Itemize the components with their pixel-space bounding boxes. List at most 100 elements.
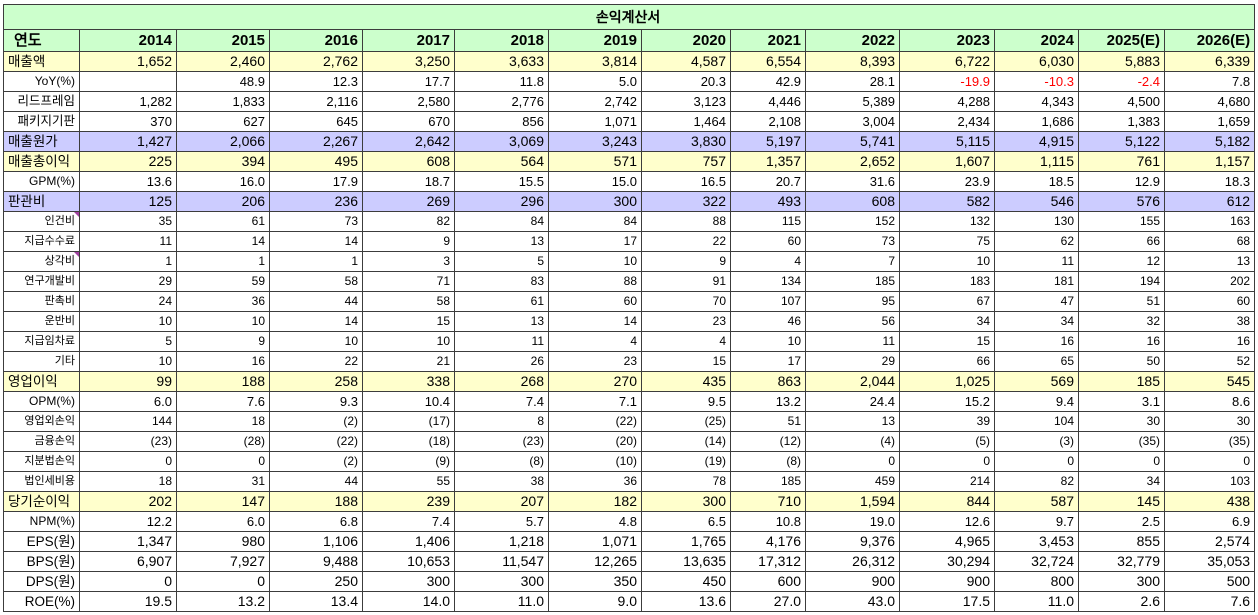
row-label: GPM(%) <box>29 174 75 188</box>
value-cell: 564 <box>454 151 549 172</box>
value-cell: 2,116 <box>269 91 363 112</box>
yoy-row: YoY(%) 48.9 12.3 17.7 11.8 5.0 20.3 42.9 28.1 -19… <box>3 71 1256 92</box>
title-row: 손익계산서 <box>2 4 1256 30</box>
value-cell: 4 <box>641 331 731 352</box>
value-cell: 7.6 <box>1163 591 1256 612</box>
value-cell: 47 <box>994 291 1079 312</box>
value-cell: 31.6 <box>805 171 900 192</box>
value-cell: 710 <box>730 491 806 512</box>
value-cell: 9 <box>362 231 455 252</box>
row-label: EPS(원) <box>26 534 75 549</box>
opm-row: OPM(%) 6.0 7.6 9.3 10.4 7.4 7.1 9.5 13.2 24.4 15.2… <box>3 391 1256 412</box>
income-tax-row: 법인세비용 18 31 44 55 38 36 78 185 459 214 82 34 103 <box>3 471 1256 492</box>
value-cell: 61 <box>176 211 270 232</box>
row-label-cell: 리드프레임 <box>3 91 80 112</box>
row-label: 매출액 <box>8 54 46 69</box>
depreciation-row: 상각비 1 1 1 3 5 10 9 4 7 10 11 12 13 <box>3 251 1256 272</box>
value-cell: 147 <box>176 491 270 512</box>
value-cell: 12,265 <box>548 551 642 572</box>
value-cell: 36 <box>548 471 642 492</box>
value-cell: 2,267 <box>269 131 363 152</box>
value-cell: 2,776 <box>454 91 549 112</box>
value-cell: 103 <box>1163 471 1256 492</box>
value-cell: 6.0 <box>176 511 270 532</box>
value-cell: 70 <box>641 291 731 312</box>
value-cell: (35) <box>1078 431 1165 452</box>
value-cell: 32,779 <box>1078 551 1165 572</box>
value-cell: 4,965 <box>899 531 995 552</box>
value-cell: 322 <box>641 191 731 212</box>
value-cell: 258 <box>269 371 363 392</box>
row-label: 상각비 <box>44 255 75 267</box>
value-cell: 582 <box>899 191 995 212</box>
value-cell: 73 <box>269 211 363 232</box>
row-label: 판관비 <box>8 194 46 209</box>
row-label-cell: 당기순이익 <box>3 491 80 512</box>
value-cell: 185 <box>805 271 900 292</box>
value-cell: 16 <box>176 351 270 372</box>
year-header: 2017 <box>362 29 455 52</box>
value-cell: 0 <box>176 451 270 472</box>
rent-expense-row: 지급임차료 5 9 10 10 11 4 4 10 11 15 16 16 16 <box>3 331 1256 352</box>
value-cell: 155 <box>1078 211 1165 232</box>
value-cell: 20.3 <box>641 71 731 92</box>
value-cell: 58 <box>362 291 455 312</box>
value-cell: 34 <box>994 311 1079 332</box>
value-cell: 194 <box>1078 271 1165 292</box>
value-cell: 5.0 <box>548 71 642 92</box>
value-cell: 3,250 <box>362 51 455 72</box>
value-cell: 3.1 <box>1078 391 1165 412</box>
value-cell: 900 <box>899 571 995 592</box>
value-cell: 296 <box>454 191 549 212</box>
value-cell: 761 <box>1078 151 1165 172</box>
value-cell: 1,071 <box>548 111 642 132</box>
value-cell: 2,762 <box>269 51 363 72</box>
value-cell: 239 <box>362 491 455 512</box>
value-cell <box>79 71 177 92</box>
row-label: 연구개발비 <box>24 275 75 287</box>
value-cell: 10 <box>269 331 363 352</box>
value-cell: 15 <box>641 351 731 372</box>
value-cell: 6,339 <box>1163 51 1256 72</box>
value-cell: 1,765 <box>641 531 731 552</box>
value-cell: 202 <box>1163 271 1256 292</box>
value-cell: 5 <box>454 251 549 272</box>
value-cell: 4,587 <box>641 51 731 72</box>
year-header: 2022 <box>805 29 900 52</box>
value-cell: 600 <box>730 571 806 592</box>
value-cell: 61 <box>454 291 549 312</box>
value-cell: 10.8 <box>730 511 806 532</box>
row-label-cell: 판관비 <box>3 191 80 212</box>
value-cell: 95 <box>805 291 900 312</box>
value-cell: 495 <box>269 151 363 172</box>
row-label-cell: BPS(원) <box>3 551 80 572</box>
value-cell: 7.8 <box>1163 71 1256 92</box>
freight-expense-row: 운반비 10 10 14 15 13 14 23 46 56 34 34 32 38 <box>3 311 1256 332</box>
value-cell: 10,653 <box>362 551 455 572</box>
value-cell: 19.5 <box>79 591 177 612</box>
value-cell: (23) <box>454 431 549 452</box>
value-cell: 300 <box>641 491 731 512</box>
value-cell: 42.9 <box>730 71 806 92</box>
value-cell: 1,025 <box>899 371 995 392</box>
value-cell: 11 <box>994 251 1079 272</box>
year-header: 2024 <box>994 29 1079 52</box>
value-cell: 1 <box>269 251 363 272</box>
value-cell: 4 <box>730 251 806 272</box>
value-cell: 3,814 <box>548 51 642 72</box>
dps-row: DPS(원) 0 0 250 300 300 350 450 600 900 900 800 300 50… <box>3 571 1256 592</box>
year-header: 2025(E) <box>1078 29 1165 52</box>
value-cell: 1,383 <box>1078 111 1165 132</box>
promotion-expense-row: 판촉비 24 36 44 58 61 60 70 107 95 67 47 51 60 <box>3 291 1256 312</box>
value-cell: 11 <box>79 231 177 252</box>
row-label-cell: 지급임차료 <box>3 331 80 352</box>
value-cell: 9.7 <box>994 511 1079 532</box>
value-cell: 73 <box>805 231 900 252</box>
year-header: 2019 <box>548 29 642 52</box>
value-cell: 4,915 <box>994 131 1079 152</box>
value-cell: 1,157 <box>1163 151 1256 172</box>
value-cell: 6.5 <box>641 511 731 532</box>
value-cell: 370 <box>79 111 177 132</box>
value-cell: 18 <box>176 411 270 432</box>
row-label-cell: ROE(%) <box>3 591 80 612</box>
